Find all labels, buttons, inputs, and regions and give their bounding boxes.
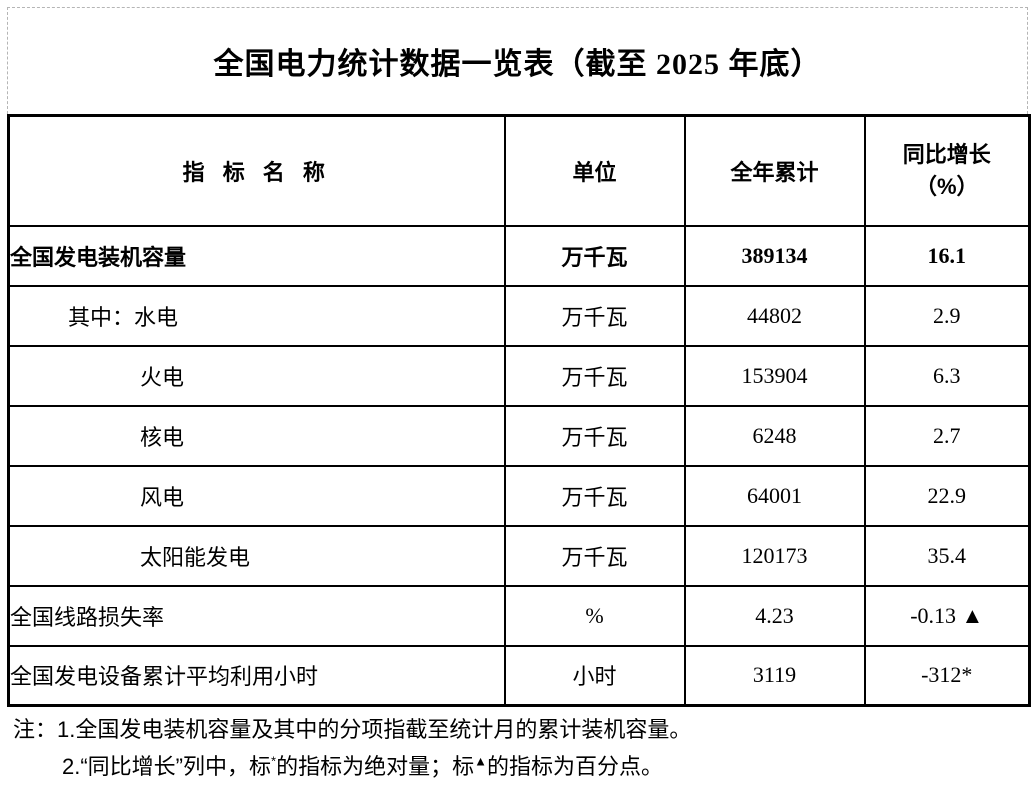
annual-cell: 153904 bbox=[683, 344, 866, 407]
yoy-cell: 35.4 bbox=[863, 524, 1031, 587]
unit-cell: 小时 bbox=[503, 644, 686, 707]
annual-cell: 6248 bbox=[683, 404, 866, 467]
indicator-cell: 全国发电装机容量 bbox=[7, 224, 506, 287]
indicator-cell: 火电 bbox=[7, 344, 506, 407]
indicator-cell: 全国发电设备累计平均利用小时 bbox=[7, 644, 506, 707]
column-header-yoy: 同比增长 （%） bbox=[863, 114, 1031, 227]
annual-cell: 3119 bbox=[683, 644, 866, 707]
unit-cell: 万千瓦 bbox=[503, 224, 686, 287]
annual-cell: 44802 bbox=[683, 284, 866, 347]
footnote-line: 2.“同比增长”列中，标*的指标为绝对量；标▲的指标为百分点。 bbox=[13, 748, 1023, 785]
column-header-indicator: 指 标 名 称 bbox=[7, 114, 506, 227]
table-row: 全国线路损失率 % 4.23 -0.13 ▲ bbox=[7, 584, 1031, 647]
table-row: 太阳能发电 万千瓦 120173 35.4 bbox=[7, 524, 1031, 587]
table-header-row: 指 标 名 称 单位 全年累计 同比增长 （%） bbox=[7, 114, 1031, 227]
indicator-cell: 太阳能发电 bbox=[7, 524, 506, 587]
table-row: 其中：水电 万千瓦 44802 2.9 bbox=[7, 284, 1031, 347]
yoy-cell: 2.9 bbox=[863, 284, 1031, 347]
yoy-cell: 6.3 bbox=[863, 344, 1031, 407]
yoy-header-line2: （%） bbox=[914, 173, 979, 199]
page-title: 全国电力统计数据一览表（截至 2025 年底） bbox=[213, 48, 822, 81]
table-row: 火电 万千瓦 153904 6.3 bbox=[7, 344, 1031, 407]
unit-cell: 万千瓦 bbox=[503, 284, 686, 347]
footnote-line: 注：1.全国发电装机容量及其中的分项指截至统计月的累计装机容量。 bbox=[13, 717, 692, 742]
indicator-cell: 其中：水电 bbox=[7, 284, 506, 347]
yoy-cell: -0.13 ▲ bbox=[863, 584, 1031, 647]
table-row: 全国发电设备累计平均利用小时 小时 3119 -312* bbox=[7, 644, 1031, 707]
yoy-cell: 2.7 bbox=[863, 404, 1031, 467]
column-header-unit: 单位 bbox=[503, 114, 686, 227]
unit-cell: 万千瓦 bbox=[503, 524, 686, 587]
unit-cell: % bbox=[503, 584, 686, 647]
unit-cell: 万千瓦 bbox=[503, 404, 686, 467]
footnote-text: 的指标为百分点。 bbox=[486, 754, 663, 779]
footnote-text: 的指标为绝对量；标 bbox=[276, 754, 475, 779]
table-row: 风电 万千瓦 64001 22.9 bbox=[7, 464, 1031, 527]
column-header-annual: 全年累计 bbox=[683, 114, 866, 227]
footnotes: 注：1.全国发电装机容量及其中的分项指截至统计月的累计装机容量。 2.“同比增长… bbox=[13, 711, 1023, 785]
indicator-cell: 全国线路损失率 bbox=[7, 584, 506, 647]
yoy-header-line1: 同比增长 bbox=[902, 141, 991, 167]
annual-cell: 389134 bbox=[683, 224, 866, 287]
yoy-cell: 16.1 bbox=[863, 224, 1031, 287]
yoy-cell: -312* bbox=[863, 644, 1031, 707]
footnote-text: 2.“同比增长”列中，标 bbox=[62, 754, 272, 779]
annual-cell: 4.23 bbox=[683, 584, 866, 647]
unit-cell: 万千瓦 bbox=[503, 464, 686, 527]
unit-cell: 万千瓦 bbox=[503, 344, 686, 407]
yoy-cell: 22.9 bbox=[863, 464, 1031, 527]
indicator-cell: 风电 bbox=[7, 464, 506, 527]
statistics-table: 指 标 名 称 单位 全年累计 同比增长 （%） 全国发电装机容量 万千瓦 38… bbox=[7, 114, 1031, 707]
triangle-marker: ▲ bbox=[474, 753, 487, 769]
asterisk-marker: * bbox=[271, 753, 277, 769]
table-row: 全国发电装机容量 万千瓦 389134 16.1 bbox=[7, 224, 1031, 287]
title-box: 全国电力统计数据一览表（截至 2025 年底） bbox=[7, 7, 1028, 114]
indicator-cell: 核电 bbox=[7, 404, 506, 467]
annual-cell: 64001 bbox=[683, 464, 866, 527]
annual-cell: 120173 bbox=[683, 524, 866, 587]
table-row: 核电 万千瓦 6248 2.7 bbox=[7, 404, 1031, 467]
